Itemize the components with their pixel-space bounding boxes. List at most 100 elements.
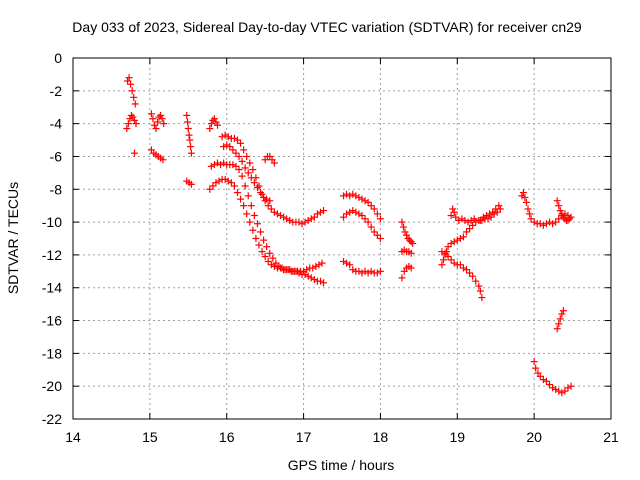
data-point — [439, 256, 447, 264]
data-point — [553, 197, 561, 205]
data-point — [258, 190, 266, 198]
data-point — [398, 274, 406, 282]
data-point — [263, 195, 271, 203]
data-point — [233, 189, 241, 197]
data-point — [280, 213, 288, 221]
data-point — [260, 236, 268, 244]
series-arc-s — [398, 262, 415, 282]
data-point — [320, 279, 328, 287]
data-point — [399, 223, 407, 231]
data-point — [407, 238, 415, 246]
data-point — [244, 169, 252, 177]
data-point — [373, 210, 381, 218]
data-point — [310, 276, 318, 284]
data-point — [316, 277, 324, 285]
x-tick-label: 19 — [449, 429, 465, 445]
data-point — [469, 221, 477, 229]
data-point — [559, 307, 567, 315]
data-point — [207, 162, 215, 170]
data-point — [463, 266, 471, 274]
data-point — [215, 177, 223, 185]
x-tick-label: 18 — [373, 429, 389, 445]
series-arc-o — [340, 207, 384, 242]
data-point — [361, 215, 369, 223]
data-point — [358, 269, 366, 277]
data-point — [444, 253, 452, 261]
data-point — [558, 210, 566, 218]
data-point — [373, 269, 381, 277]
data-point — [370, 228, 378, 236]
data-point — [263, 243, 271, 251]
data-point — [255, 182, 263, 190]
data-point — [235, 166, 243, 174]
data-point — [127, 80, 135, 88]
series-arc-m — [261, 152, 278, 167]
chart-title: Day 033 of 2023, Sidereal Day-to-day VTE… — [72, 19, 582, 35]
data-point — [187, 143, 195, 151]
data-point — [224, 133, 232, 141]
data-point — [304, 272, 312, 280]
data-point — [527, 215, 535, 223]
data-point — [250, 179, 258, 187]
data-point — [398, 218, 406, 226]
data-point — [476, 216, 484, 224]
data-point — [229, 146, 237, 154]
series-arc-d — [147, 110, 168, 133]
data-point — [209, 116, 217, 124]
data-point — [556, 207, 564, 215]
data-point — [243, 152, 251, 160]
data-point — [358, 195, 366, 203]
data-point — [185, 131, 193, 139]
data-point — [313, 210, 321, 218]
series-arc-b — [123, 111, 140, 133]
data-point — [559, 213, 567, 221]
data-point — [486, 210, 494, 218]
data-point — [127, 111, 135, 119]
data-point — [304, 216, 312, 224]
data-point — [522, 198, 530, 206]
data-point — [367, 223, 375, 231]
data-point — [320, 207, 328, 215]
data-point — [155, 113, 163, 121]
data-point — [407, 264, 415, 272]
data-point — [463, 228, 471, 236]
data-point — [273, 210, 281, 218]
data-point — [160, 120, 168, 128]
data-point — [243, 210, 251, 218]
data-point — [266, 249, 274, 257]
data-point — [364, 198, 372, 206]
data-point — [521, 193, 529, 201]
data-point — [536, 372, 544, 380]
data-point — [233, 136, 241, 144]
data-point — [221, 131, 229, 139]
data-point — [184, 118, 192, 126]
data-point — [258, 248, 266, 256]
data-point — [349, 190, 357, 198]
data-point — [295, 218, 303, 226]
data-point — [238, 157, 246, 165]
data-point — [132, 120, 140, 128]
data-point — [237, 139, 245, 147]
series-arc-u — [438, 248, 486, 302]
data-point — [542, 220, 550, 228]
series-arc-k — [206, 175, 328, 287]
data-point — [224, 177, 232, 185]
data-point — [246, 218, 254, 226]
data-point — [555, 387, 563, 395]
series-arc-za — [553, 307, 567, 333]
data-point — [546, 218, 554, 226]
data-point — [518, 192, 526, 200]
data-point — [455, 216, 463, 224]
data-point — [277, 264, 285, 272]
data-point — [158, 115, 166, 123]
data-point — [482, 212, 490, 220]
data-point — [361, 267, 369, 275]
data-point — [539, 376, 547, 384]
data-point — [561, 387, 569, 395]
data-point — [126, 115, 134, 123]
data-point — [464, 218, 472, 226]
x-tick-label: 14 — [65, 429, 81, 445]
y-tick-label: -6 — [50, 148, 63, 164]
data-point — [277, 212, 285, 220]
data-point — [549, 220, 557, 228]
